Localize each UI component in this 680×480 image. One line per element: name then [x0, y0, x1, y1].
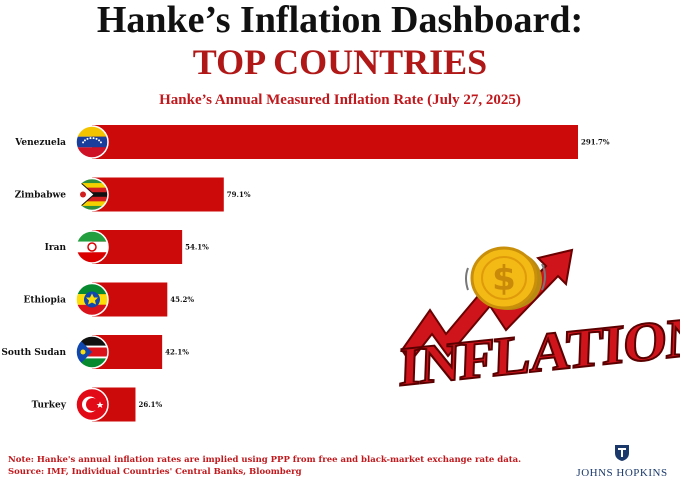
iran-flag-icon [75, 230, 109, 264]
value-label: 79.1% [227, 190, 251, 199]
turkey-flag-icon [75, 387, 109, 422]
svg-text:$: $ [492, 259, 516, 299]
value-label: 26.1% [138, 400, 162, 409]
value-label: 54.1% [185, 243, 209, 252]
category-label: Iran [45, 243, 67, 253]
value-label: 45.2% [170, 295, 194, 304]
ethiopia-flag-icon [75, 282, 109, 317]
category-label: South Sudan [1, 348, 66, 358]
value-label: 291.7% [581, 138, 610, 147]
bar-venezuela [92, 125, 578, 159]
source-text: Source: IMF, Individual Countries' Centr… [8, 467, 302, 477]
rising-arrow-icon [400, 248, 574, 364]
zimbabwe-flag-icon [75, 177, 109, 212]
bar-chart: Venezuela 291.7% Zimbabwe 79.1% Iran 54.1% Eth… [1, 125, 610, 422]
bar-zimbabwe [92, 177, 224, 212]
category-label: Zimbabwe [15, 191, 67, 201]
shield-icon [615, 445, 629, 461]
johns-hopkins-logo: JOHNS HOPKINS [566, 444, 678, 479]
chart-title: Hanke’s Annual Measured Inflation Rate (… [159, 92, 521, 108]
note-text: Note: Hanke's annual inflation rates are… [8, 455, 522, 465]
logo-text: JOHNS HOPKINS [576, 467, 668, 479]
category-label: Venezuela [14, 138, 66, 148]
dollar-coin-icon: $ [465, 246, 546, 310]
venezuela-flag-icon [75, 125, 109, 159]
page-subtitle: TOP COUNTRIES [192, 42, 488, 82]
page-title: Hanke’s Inflation Dashboard: [96, 0, 584, 41]
category-label: Turkey [32, 401, 67, 411]
category-label: Ethiopia [23, 296, 66, 306]
footnote: Note: Hanke's annual inflation rates are… [8, 454, 521, 478]
south-sudan-flag-icon [75, 335, 109, 369]
inflation-illustration: $ [400, 246, 574, 364]
value-label: 42.1% [165, 348, 189, 357]
